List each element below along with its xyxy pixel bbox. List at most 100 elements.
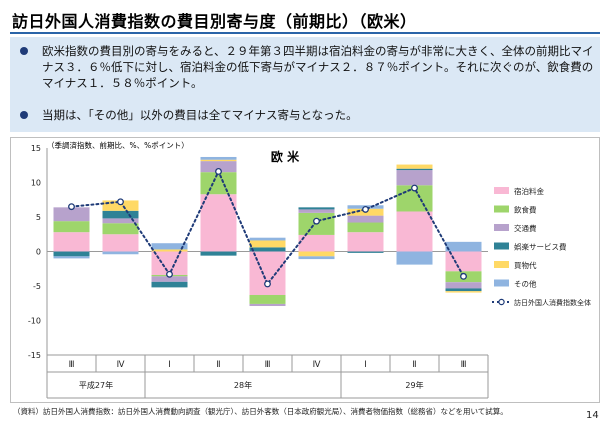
y-tick-label: -5	[33, 282, 41, 291]
total-index-point	[215, 168, 222, 175]
total-index-point	[68, 203, 75, 211]
legend-label: 訪日外国人消費指数全体	[514, 298, 591, 307]
category-label: Ⅱ	[216, 360, 220, 370]
bar-segment	[53, 221, 90, 233]
y-tick-label: 5	[36, 213, 41, 222]
bullet-dot-icon	[20, 47, 28, 55]
legend-swatch	[494, 279, 509, 287]
bar-segment	[445, 241, 482, 252]
bar-segment	[102, 210, 139, 219]
bar-segment	[396, 211, 433, 252]
bar-segment	[347, 232, 384, 252]
chart-frame: 15 10 5 0 -5 -10 -15 Ⅲ Ⅳ Ⅰ Ⅱ Ⅲ Ⅳ Ⅰ Ⅱ Ⅲ 平成27年 28年 29年 宿泊料金飲…	[10, 137, 600, 403]
total-index-point	[117, 198, 124, 206]
unit-note: （季調済指数、前期比、%、%ポイント）	[47, 140, 189, 150]
bar-segment	[200, 156, 237, 160]
bar-segment	[298, 234, 335, 252]
summary-bullet-text: 欧米指数の費目別の寄与をみると、２９年第３四半期は宿泊料金の寄与が非常に大きく、…	[42, 44, 594, 90]
total-index-point	[313, 217, 320, 225]
bullet-dot-icon	[20, 111, 28, 119]
bar-segment	[53, 256, 90, 259]
bar-segment	[298, 209, 335, 213]
y-tick-label: 10	[31, 179, 41, 188]
bar-segment	[347, 215, 384, 223]
bar-segment	[200, 194, 237, 252]
bar-segment	[347, 251, 384, 253]
bar-segment	[102, 218, 139, 224]
source-footnote: （資料）訪日外国人消費指数：訪日外国人消費動向調査（観光庁）、訪日外客数（日本政…	[13, 407, 508, 416]
y-tick-label: 0	[36, 248, 41, 257]
total-index-point	[460, 272, 467, 280]
category-label: Ⅱ	[412, 360, 416, 370]
bar-segment	[102, 200, 139, 211]
summary-box: 欧米指数の費目別の寄与をみると、２９年第３四半期は宿泊料金の寄与が非常に大きく、…	[10, 37, 600, 132]
title-divider	[10, 32, 600, 34]
bar-segment	[53, 251, 90, 257]
bar-segment	[53, 207, 90, 222]
chart-title: 欧 米	[271, 149, 300, 164]
page-title: 訪日外国人消費指数の費目別寄与度（前期比）（欧米）	[12, 12, 417, 31]
bar-segment	[200, 159, 237, 162]
category-label: Ⅳ	[313, 360, 321, 370]
legend-label: その他	[514, 279, 537, 289]
year-label: 平成27年	[79, 380, 113, 390]
legend-label: 買物代	[514, 260, 537, 270]
bar-segment	[396, 170, 433, 186]
bar-segment	[249, 237, 286, 241]
legend-line-marker	[498, 298, 505, 306]
legend-swatch	[494, 261, 509, 268]
y-tick-label: -10	[28, 317, 41, 326]
bar-segment	[445, 282, 482, 289]
bar-segment	[249, 247, 286, 252]
total-index-point	[362, 205, 369, 213]
total-index-point	[166, 270, 173, 278]
category-label: Ⅲ	[265, 360, 271, 370]
summary-bullet-text: 当期は、「その他」以外の費目は全てマイナス寄与となった。	[42, 108, 358, 122]
bar-segment	[151, 281, 188, 288]
bar-segment	[396, 251, 433, 265]
legend-label: 娯楽サービス費	[514, 242, 567, 252]
bar-segment	[151, 249, 188, 252]
legend-swatch	[494, 205, 509, 213]
legend-label: 交通費	[514, 223, 537, 233]
category-label: Ⅳ	[117, 360, 125, 370]
bar-segment	[298, 251, 335, 257]
bar-segment	[151, 243, 188, 250]
legend-swatch	[494, 242, 509, 250]
page-number: 14	[586, 410, 599, 421]
bar-segment	[249, 240, 286, 248]
contribution-chart: 15 10 5 0 -5 -10 -15 Ⅲ Ⅳ Ⅰ Ⅱ Ⅲ Ⅳ Ⅰ Ⅱ Ⅲ 平成27年 28年 29年 宿泊料金飲…	[28, 140, 591, 399]
bar-segment	[151, 276, 188, 282]
legend-label: 宿泊料金	[514, 186, 544, 196]
total-index-point	[411, 184, 418, 192]
bar-segment	[396, 164, 433, 169]
bar-segment	[53, 232, 90, 252]
bar-segment	[445, 251, 482, 272]
total-index-point	[264, 280, 271, 288]
bar-segment	[396, 168, 433, 171]
legend-swatch	[494, 187, 509, 194]
bar-segment	[445, 288, 482, 292]
year-label: 28年	[234, 380, 252, 390]
bar-segment	[249, 303, 286, 307]
y-tick-label: -15	[28, 351, 41, 360]
bar-segment	[200, 161, 237, 173]
category-label: Ⅰ	[364, 360, 367, 370]
bar-segment	[249, 294, 286, 304]
bar-segment	[102, 251, 139, 255]
category-label: Ⅲ	[461, 360, 467, 370]
category-label: Ⅰ	[168, 360, 171, 370]
bar-segment	[298, 256, 335, 260]
bar-segment	[200, 172, 237, 195]
bar-segment	[298, 207, 335, 210]
legend-label: 飲食費	[514, 205, 537, 215]
legend-swatch	[494, 224, 509, 231]
bar-segment	[249, 251, 286, 295]
bar-segment	[347, 222, 384, 233]
bar-segment	[200, 251, 237, 256]
year-label: 29年	[405, 380, 423, 390]
y-tick-label: 15	[31, 144, 41, 153]
bar-segment	[102, 223, 139, 235]
bar-segment	[445, 291, 482, 293]
bar-segment	[102, 234, 139, 252]
